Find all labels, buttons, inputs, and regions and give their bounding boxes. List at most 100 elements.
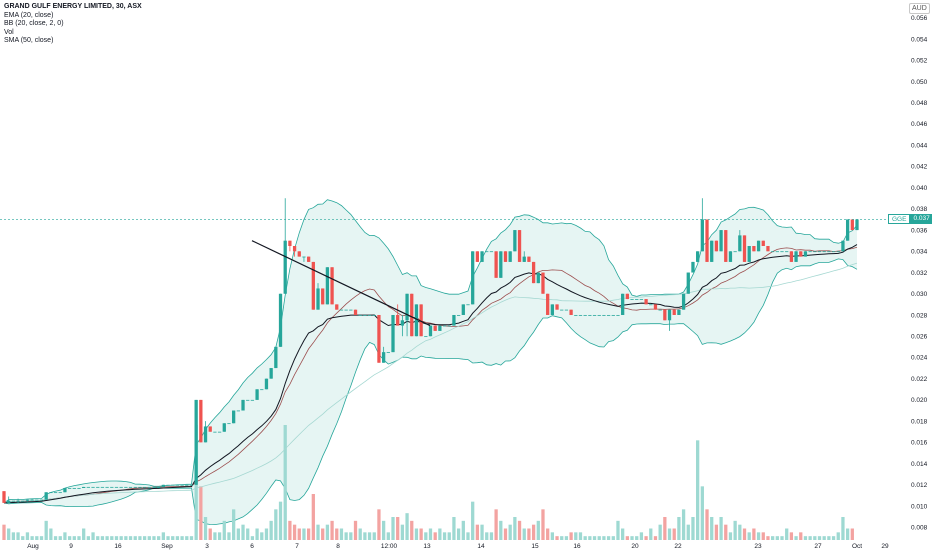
candle[interactable] (246, 399, 250, 401)
candle[interactable] (611, 314, 615, 316)
candle[interactable] (133, 486, 137, 488)
candle[interactable] (227, 423, 231, 425)
candle[interactable] (606, 314, 611, 316)
candle[interactable] (147, 486, 151, 488)
candle[interactable] (527, 256, 531, 262)
indicator-sma[interactable]: SMA (50, close) (4, 37, 54, 44)
candle[interactable] (349, 309, 353, 311)
candle[interactable] (185, 484, 189, 486)
candle[interactable] (381, 346, 386, 363)
candle[interactable] (831, 251, 836, 253)
candle[interactable] (494, 251, 498, 278)
candle[interactable] (522, 251, 526, 262)
candle[interactable] (756, 240, 761, 252)
candle[interactable] (400, 314, 405, 337)
candle[interactable] (194, 399, 198, 485)
candle[interactable] (803, 251, 808, 257)
candle[interactable] (292, 245, 297, 257)
price-axis[interactable]: 0.056 0.054 0.052 0.050 0.048 0.046 0.044 0.042… (911, 15, 928, 531)
candle[interactable] (283, 198, 287, 294)
candle[interactable] (653, 304, 658, 310)
candle[interactable] (827, 251, 831, 253)
candle[interactable] (817, 251, 822, 253)
candle[interactable] (489, 251, 494, 253)
candle[interactable] (508, 251, 512, 262)
candle[interactable] (541, 272, 545, 294)
candle[interactable] (264, 378, 269, 390)
candle[interactable] (578, 314, 583, 316)
candle[interactable] (569, 309, 573, 315)
candle[interactable] (49, 492, 53, 494)
trendline[interactable] (251, 240, 431, 327)
candle[interactable] (307, 256, 311, 262)
candle[interactable] (583, 314, 587, 316)
indicator-vol[interactable]: Vol (4, 28, 14, 36)
candle[interactable] (128, 486, 133, 488)
candle[interactable] (302, 256, 306, 262)
candle[interactable] (621, 293, 625, 315)
candle[interactable] (410, 293, 414, 337)
candle[interactable] (456, 314, 461, 316)
candle[interactable] (592, 314, 597, 316)
candle[interactable] (63, 487, 67, 493)
candle[interactable] (414, 304, 419, 337)
candle[interactable] (344, 309, 348, 311)
candle[interactable] (747, 245, 751, 262)
candle[interactable] (724, 230, 728, 262)
candle[interactable] (166, 484, 170, 486)
candle[interactable] (461, 304, 465, 315)
candle[interactable] (372, 314, 376, 316)
candle[interactable] (161, 484, 165, 487)
candle[interactable] (208, 426, 212, 432)
candle[interactable] (77, 487, 81, 489)
candle[interactable] (841, 240, 845, 252)
candle[interactable] (222, 423, 226, 432)
candle[interactable] (21, 500, 25, 502)
candle[interactable] (391, 314, 395, 353)
candle[interactable] (2, 491, 6, 503)
candle[interactable] (180, 484, 184, 486)
candle[interactable] (677, 309, 681, 315)
candle[interactable] (691, 261, 695, 273)
candle[interactable] (513, 230, 517, 252)
candle[interactable] (635, 299, 639, 300)
candle[interactable] (630, 299, 634, 300)
candle[interactable] (241, 399, 245, 411)
candle[interactable] (452, 314, 456, 326)
candle[interactable] (39, 499, 44, 501)
candle[interactable] (799, 251, 803, 257)
candle[interactable] (100, 486, 105, 488)
candle[interactable] (728, 251, 733, 262)
candle[interactable] (785, 251, 789, 253)
candle[interactable] (560, 309, 564, 311)
candle[interactable] (761, 240, 765, 246)
candle[interactable] (564, 309, 569, 311)
candle[interactable] (105, 486, 109, 488)
candle[interactable] (236, 410, 240, 412)
candle[interactable] (639, 299, 644, 300)
candle[interactable] (124, 486, 128, 488)
candle[interactable] (199, 399, 203, 443)
candle[interactable] (386, 352, 390, 353)
candle[interactable] (16, 498, 20, 503)
time-axis[interactable]: Aug 9 16 Sep 3 6 7 8 12:00 13 14 15 16 20 22 23 27 29 Oct (27, 543, 889, 550)
candle[interactable] (339, 309, 344, 311)
candle[interactable] (7, 496, 11, 503)
candle[interactable] (288, 240, 292, 252)
candle[interactable] (714, 240, 719, 252)
indicator-ema[interactable]: EMA (20, close) (4, 11, 54, 19)
candle[interactable] (672, 309, 676, 315)
candle[interactable] (325, 267, 330, 305)
candle[interactable] (738, 230, 742, 252)
candle[interactable] (138, 486, 142, 488)
candle[interactable] (171, 484, 175, 486)
candle[interactable] (471, 251, 475, 305)
candle[interactable] (377, 314, 381, 363)
candle[interactable] (447, 325, 451, 327)
candle[interactable] (855, 219, 859, 231)
candle[interactable] (719, 230, 723, 252)
candle[interactable] (808, 251, 812, 253)
candle[interactable] (269, 368, 273, 379)
candle[interactable] (667, 309, 672, 331)
